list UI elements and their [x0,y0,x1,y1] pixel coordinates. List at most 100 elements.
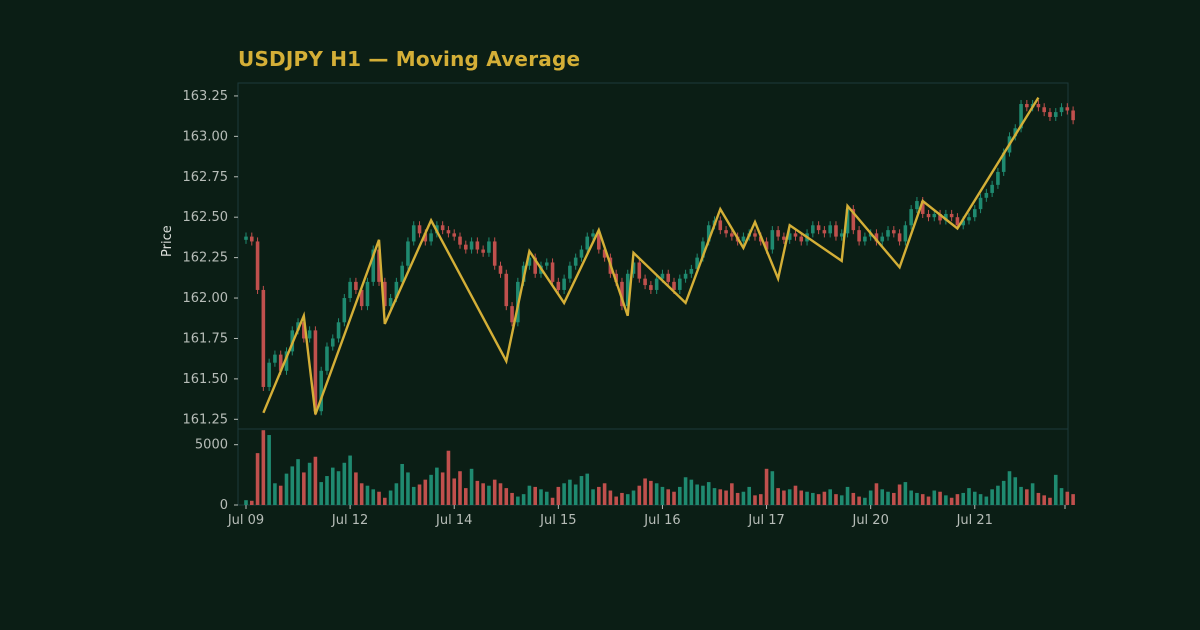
volume-bar [342,462,347,505]
volume-bar [267,435,271,505]
candle-body [562,278,566,290]
candle-body [828,225,832,234]
volume-bar [741,491,746,505]
volume-bar [834,494,838,505]
volume-bar [660,486,665,505]
candle-body [955,217,960,226]
candle-body [764,241,769,250]
volume-bar [851,492,856,505]
volume-bar [244,500,248,505]
volume-bar [1036,492,1041,505]
volume-bar [417,484,422,505]
volume-bar [758,494,763,505]
volume-bar [371,489,376,505]
volume-bar [811,492,815,505]
candle-body [874,233,879,242]
candle-body [406,241,410,266]
candle-body [649,285,653,290]
volume-bar [492,479,497,505]
volume-bar [365,485,370,505]
volume-bar [874,483,879,505]
candle-body [678,278,682,290]
candle-body [753,233,757,237]
volume-bar [469,468,474,505]
candle-body [660,273,665,279]
volume-bar [354,472,358,505]
volume-bar [770,471,775,505]
volume-bar [822,491,827,505]
volume-bar [533,486,537,505]
candle-body [834,225,838,237]
candle-body [799,236,804,242]
candle-body [782,236,786,240]
y-tick-label: 161.75 [183,331,229,346]
candle-body [724,230,728,234]
volume-bar [880,489,885,505]
volume-bar [429,474,433,505]
volume-bar [544,491,549,505]
candle-body [602,249,607,258]
candle-body [354,281,358,290]
volume-bar [307,462,312,505]
y-tick-label: 162.50 [183,210,229,225]
volume-bar [359,483,364,505]
volume-bar [1042,495,1046,505]
volume-bar [400,463,404,505]
volume-bar [892,492,896,505]
candle-body [689,268,694,274]
volume-bar [313,456,318,505]
volume-bar [1053,474,1058,505]
candle-body [423,233,428,242]
volume-bar [990,489,994,505]
volume-bar [325,476,329,505]
volume-bar [481,483,485,505]
candle-body [533,257,537,274]
volume-bar [475,480,480,505]
volume-bar [435,467,439,505]
candle-body [637,262,642,279]
volume-bar [643,478,647,505]
x-tick-label: Jul 15 [539,513,576,528]
volume-bar [747,486,751,505]
volume-bar [290,466,295,505]
candle-body [585,236,590,250]
candle-body [498,265,503,274]
candle-body [920,201,925,214]
volume-bar [446,450,451,505]
volume-bar [388,490,393,505]
candle-body [504,273,509,307]
candle-body [967,217,971,221]
volume-bar [678,486,682,505]
candle-body [440,225,445,231]
candle-body [643,278,647,286]
candle-body [1013,128,1018,137]
candle-body [972,209,977,218]
volume-bar [967,488,971,505]
candle-body [591,233,595,237]
candle-body [816,225,821,231]
candle-body [388,298,393,307]
volume-bar [955,494,960,505]
candle-body [672,281,676,290]
candle-body [857,230,861,242]
candle-body [313,330,318,412]
candle-body [400,265,404,282]
candle-body [1048,112,1052,117]
candle-body [938,213,942,221]
volume-bar [602,483,607,505]
candle-body [446,230,451,234]
candle-body [631,262,636,274]
candle-body [597,233,601,250]
volume-bar [915,492,919,505]
candle-body [944,213,948,221]
candle-body [996,171,1000,185]
volume-bar [689,479,694,505]
volume-bar [597,486,601,505]
volume-bar [701,485,705,505]
candle-body [793,233,798,237]
candle-body [839,233,844,237]
volume-bar [920,494,925,505]
volume-bar [261,430,266,505]
volume-bar [753,495,757,505]
candle-body [255,241,260,290]
